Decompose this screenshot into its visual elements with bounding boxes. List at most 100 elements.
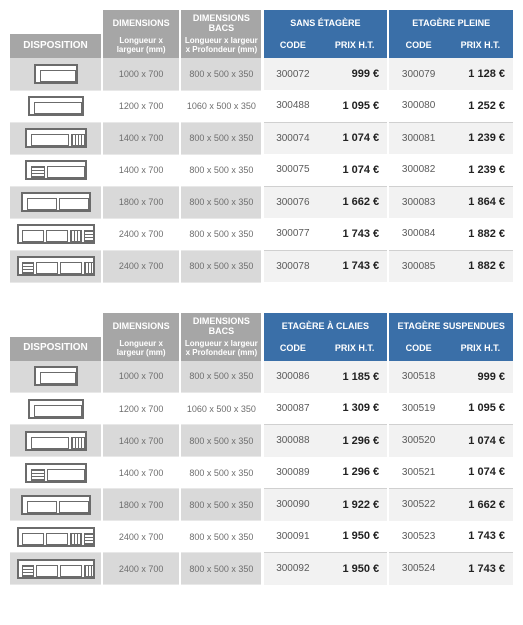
cell-code1: 300076 — [264, 186, 323, 218]
cell-dimensions: 2400 x 700 — [103, 521, 179, 553]
disposition-icon — [21, 495, 91, 515]
disposition-icon — [17, 527, 95, 547]
cell-code1: 300078 — [264, 250, 323, 282]
cell-code1: 300077 — [264, 218, 323, 250]
disposition-icon — [25, 463, 87, 483]
hdr-code2: CODE — [389, 34, 448, 58]
cell-code2: 300518 — [389, 361, 448, 393]
cell-dimensions-bacs: 800 x 500 x 350 — [181, 489, 261, 521]
cell-dimensions-bacs: 800 x 500 x 350 — [181, 553, 261, 585]
cell-code2: 300085 — [389, 250, 448, 282]
cell-disposition — [10, 489, 101, 521]
cell-disposition — [10, 521, 101, 553]
cell-disposition — [10, 250, 101, 282]
disposition-icon — [17, 224, 95, 244]
cell-disposition — [10, 154, 101, 186]
disposition-icon — [25, 160, 87, 180]
hdr-price2: PRIX H.T. — [448, 34, 513, 58]
cell-price1: 1 743 € — [322, 250, 387, 282]
cell-dimensions-bacs: 800 x 500 x 350 — [181, 154, 261, 186]
cell-price1: 999 € — [322, 58, 387, 90]
cell-price2: 1 239 € — [448, 122, 513, 154]
hdr-code1: CODE — [264, 337, 323, 361]
cell-dimensions-bacs: 800 x 500 x 350 — [181, 122, 261, 154]
cell-dimensions-bacs: 800 x 500 x 350 — [181, 457, 261, 489]
table-row: 1800 x 700 800 x 500 x 350 300076 1 662 … — [10, 186, 513, 218]
disposition-icon — [34, 366, 78, 386]
hdr-dim-sub: Longueur x largeur (mm) — [103, 337, 179, 361]
cell-price1: 1 074 € — [322, 122, 387, 154]
cell-dimensions: 2400 x 700 — [103, 250, 179, 282]
pricing-table: DIMENSIONS DIMENSIONS BACS SANS ÉTAGÈRE … — [10, 10, 513, 283]
cell-dimensions: 1000 x 700 — [103, 361, 179, 393]
cell-price1: 1 743 € — [322, 218, 387, 250]
hdr-blank — [10, 313, 101, 337]
hdr-group1: SANS ÉTAGÈRE — [264, 10, 388, 34]
cell-price1: 1 095 € — [322, 90, 387, 122]
table-row: 1000 x 700 800 x 500 x 350 300086 1 185 … — [10, 361, 513, 393]
table-row: 1800 x 700 800 x 500 x 350 300090 1 922 … — [10, 489, 513, 521]
cell-disposition — [10, 361, 101, 393]
cell-dimensions: 1400 x 700 — [103, 154, 179, 186]
disposition-icon — [34, 64, 78, 84]
hdr-code2: CODE — [389, 337, 448, 361]
cell-disposition — [10, 186, 101, 218]
cell-price1: 1 296 € — [322, 457, 387, 489]
cell-dimensions: 1800 x 700 — [103, 186, 179, 218]
hdr-blank — [10, 10, 101, 34]
disposition-icon — [21, 192, 91, 212]
cell-disposition — [10, 122, 101, 154]
hdr-code1: CODE — [264, 34, 323, 58]
cell-price1: 1 296 € — [322, 425, 387, 457]
cell-code2: 300083 — [389, 186, 448, 218]
cell-dimensions-bacs: 800 x 500 x 350 — [181, 186, 261, 218]
pricing-table: DIMENSIONS DIMENSIONS BACS ETAGÈRE À CLA… — [10, 313, 513, 586]
cell-price2: 1 743 € — [448, 553, 513, 585]
table-row: 2400 x 700 800 x 500 x 350 300078 1 743 … — [10, 250, 513, 282]
cell-code1: 300075 — [264, 154, 323, 186]
cell-dimensions-bacs: 800 x 500 x 350 — [181, 58, 261, 90]
cell-dimensions: 1400 x 700 — [103, 425, 179, 457]
cell-code2: 300082 — [389, 154, 448, 186]
cell-price1: 1 950 € — [322, 521, 387, 553]
cell-price1: 1 309 € — [322, 393, 387, 425]
disposition-icon — [25, 431, 87, 451]
cell-code1: 300089 — [264, 457, 323, 489]
cell-code2: 300081 — [389, 122, 448, 154]
cell-dimensions-bacs: 1060 x 500 x 350 — [181, 90, 261, 122]
cell-dimensions: 1800 x 700 — [103, 489, 179, 521]
cell-price2: 1 239 € — [448, 154, 513, 186]
cell-dimensions: 1200 x 700 — [103, 393, 179, 425]
cell-code1: 300092 — [264, 553, 323, 585]
cell-dimensions: 2400 x 700 — [103, 218, 179, 250]
cell-code1: 300074 — [264, 122, 323, 154]
cell-dimensions: 1200 x 700 — [103, 90, 179, 122]
cell-code1: 300091 — [264, 521, 323, 553]
cell-disposition — [10, 58, 101, 90]
cell-dimensions: 1400 x 700 — [103, 122, 179, 154]
cell-price2: 1 095 € — [448, 393, 513, 425]
hdr-dimensions-bacs: DIMENSIONS BACS — [181, 10, 261, 34]
cell-price1: 1 185 € — [322, 361, 387, 393]
table-row: 2400 x 700 800 x 500 x 350 300092 1 950 … — [10, 553, 513, 585]
hdr-price1: PRIX H.T. — [322, 34, 387, 58]
cell-dimensions-bacs: 800 x 500 x 350 — [181, 218, 261, 250]
disposition-icon — [17, 559, 95, 579]
cell-code1: 300088 — [264, 425, 323, 457]
disposition-icon — [17, 256, 95, 276]
hdr-bac-sub: Longueur x largeur x Profondeur (mm) — [181, 337, 261, 361]
cell-dimensions-bacs: 800 x 500 x 350 — [181, 521, 261, 553]
hdr-dim-sub: Longueur x largeur (mm) — [103, 34, 179, 58]
hdr-price1: PRIX H.T. — [322, 337, 387, 361]
cell-disposition — [10, 90, 101, 122]
table-row: 2400 x 700 800 x 500 x 350 300077 1 743 … — [10, 218, 513, 250]
cell-price2: 1 882 € — [448, 218, 513, 250]
hdr-group2: ETAGÈRE PLEINE — [389, 10, 513, 34]
hdr-bac-sub: Longueur x largeur x Profondeur (mm) — [181, 34, 261, 58]
cell-price2: 999 € — [448, 361, 513, 393]
cell-price1: 1 662 € — [322, 186, 387, 218]
cell-price2: 1 128 € — [448, 58, 513, 90]
cell-dimensions: 1000 x 700 — [103, 58, 179, 90]
cell-disposition — [10, 425, 101, 457]
cell-price2: 1 662 € — [448, 489, 513, 521]
